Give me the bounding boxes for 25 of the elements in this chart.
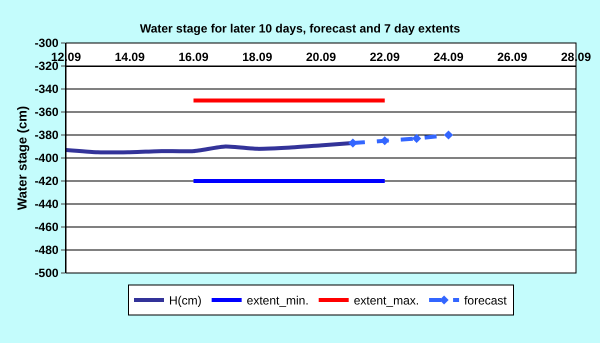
- y-tick-label: -300: [34, 36, 59, 50]
- x-tick-label: 18.09: [242, 50, 273, 64]
- x-tick-label: 16.09: [178, 50, 209, 64]
- y-tick-label: -340: [34, 82, 59, 96]
- y-axis-title: Water stage (cm): [14, 106, 30, 210]
- legend-label: extent_max.: [354, 294, 420, 308]
- x-tick-label: 20.09: [306, 50, 336, 64]
- legend-label: H(cm): [169, 294, 202, 308]
- point: [412, 134, 422, 143]
- y-tick-label: -420: [34, 174, 59, 188]
- chart-title: Water stage for later 10 days, forecast and 7 day extents: [140, 21, 460, 36]
- legend-label: forecast: [464, 294, 508, 308]
- legend-label: extent_min.: [246, 294, 309, 308]
- x-tick-label: 22.09: [370, 50, 400, 64]
- y-tick-label: -500: [34, 266, 59, 280]
- y-tick-label: -380: [34, 128, 59, 142]
- x-tick-label: 14.09: [114, 50, 146, 64]
- x-tick-label: 26.09: [497, 50, 528, 64]
- y-tick-label: -480: [34, 243, 59, 258]
- y-tick-label: -400: [34, 151, 59, 166]
- x-tick-label: 24.09: [433, 50, 464, 64]
- y-tick-label: -440: [34, 197, 59, 212]
- point: [444, 130, 454, 140]
- y-tick-label: -360: [34, 105, 59, 120]
- y-tick-label: -460: [34, 220, 59, 234]
